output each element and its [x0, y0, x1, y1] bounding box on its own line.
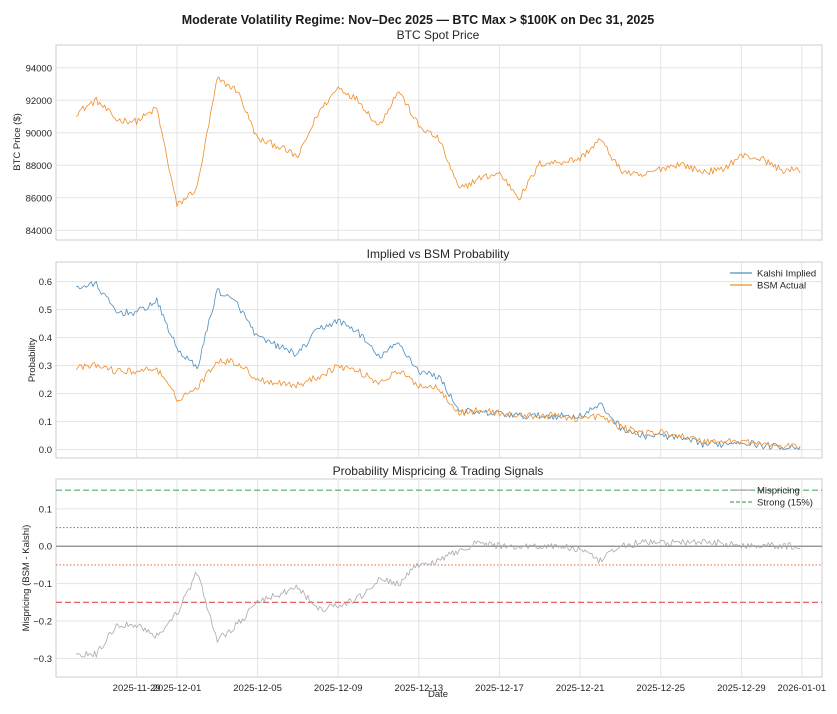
y-tick-label: 0.0: [39, 542, 52, 553]
legend-label: Strong (15%): [757, 498, 813, 509]
panel-mispricing-ylabel: Mispricing (BSM - Kalshi): [21, 525, 32, 632]
y-tick-label: 0.5: [39, 305, 52, 316]
legend-label: BSM Actual: [757, 281, 806, 292]
plot-area: [55, 261, 823, 459]
x-axis-label: Date: [428, 689, 448, 700]
x-tick-label: 2025-12-21: [556, 683, 605, 694]
mispricing-series: [75, 539, 801, 658]
figure-title: Moderate Volatility Regime: Nov–Dec 2025…: [182, 13, 655, 27]
btc-price-series: [75, 76, 801, 208]
panel-btc-price-title: BTC Spot Price: [397, 28, 480, 42]
panel-btc-price: BTC Spot Price BTC Price ($) 84000 86000 8…: [12, 28, 823, 241]
panel-probability-ylabel: Probability: [27, 338, 38, 383]
legend-label: Mispricing: [757, 486, 800, 497]
y-tick-label: −0.1: [33, 579, 52, 590]
panel-probability-title: Implied vs BSM Probability: [367, 247, 510, 261]
x-tick-label: 2025-11-29: [113, 683, 161, 694]
y-tick-label: 0.2: [39, 389, 52, 400]
panel-mispricing-title: Probability Mispricing & Trading Signals: [333, 464, 544, 478]
y-tick-label: 84000: [26, 226, 52, 237]
plot-area: [55, 478, 823, 678]
y-tick-label: 0.1: [39, 504, 52, 515]
legend-label: Kalshi Implied: [757, 269, 816, 280]
y-tick-label: 94000: [26, 63, 52, 74]
bsm-actual-series: [75, 358, 801, 451]
x-tick-label: 2026-01-01: [778, 683, 827, 694]
y-tick-label: 0.3: [39, 361, 52, 372]
x-tick-label: 2025-12-25: [636, 683, 685, 694]
x-tick-label: 2025-12-01: [153, 683, 202, 694]
y-tick-label: 92000: [26, 96, 52, 107]
x-tick-label: 2025-12-05: [233, 683, 282, 694]
panel-probability: Implied vs BSM Probability Probability 0…: [27, 247, 823, 459]
y-tick-label: −0.3: [33, 654, 52, 665]
x-tick-label: 2025-12-17: [475, 683, 524, 694]
y-tick-label: 0.0: [39, 445, 52, 456]
x-tick-label: 2025-12-29: [717, 683, 766, 694]
x-tick-label: 2025-12-13: [395, 683, 444, 694]
y-tick-label: 88000: [26, 161, 52, 172]
plot-area: [55, 44, 823, 241]
panel-btc-price-ylabel: BTC Price ($): [12, 113, 23, 171]
y-tick-label: 90000: [26, 128, 52, 139]
y-tick-label: 0.6: [39, 277, 52, 288]
y-tick-label: 86000: [26, 193, 52, 204]
panel-mispricing: Probability Mispricing & Trading Signals…: [21, 464, 826, 694]
y-tick-label: 0.1: [39, 417, 52, 428]
y-tick-label: 0.4: [39, 333, 52, 344]
x-tick-label: 2025-12-09: [314, 683, 363, 694]
y-tick-label: −0.2: [33, 616, 52, 627]
